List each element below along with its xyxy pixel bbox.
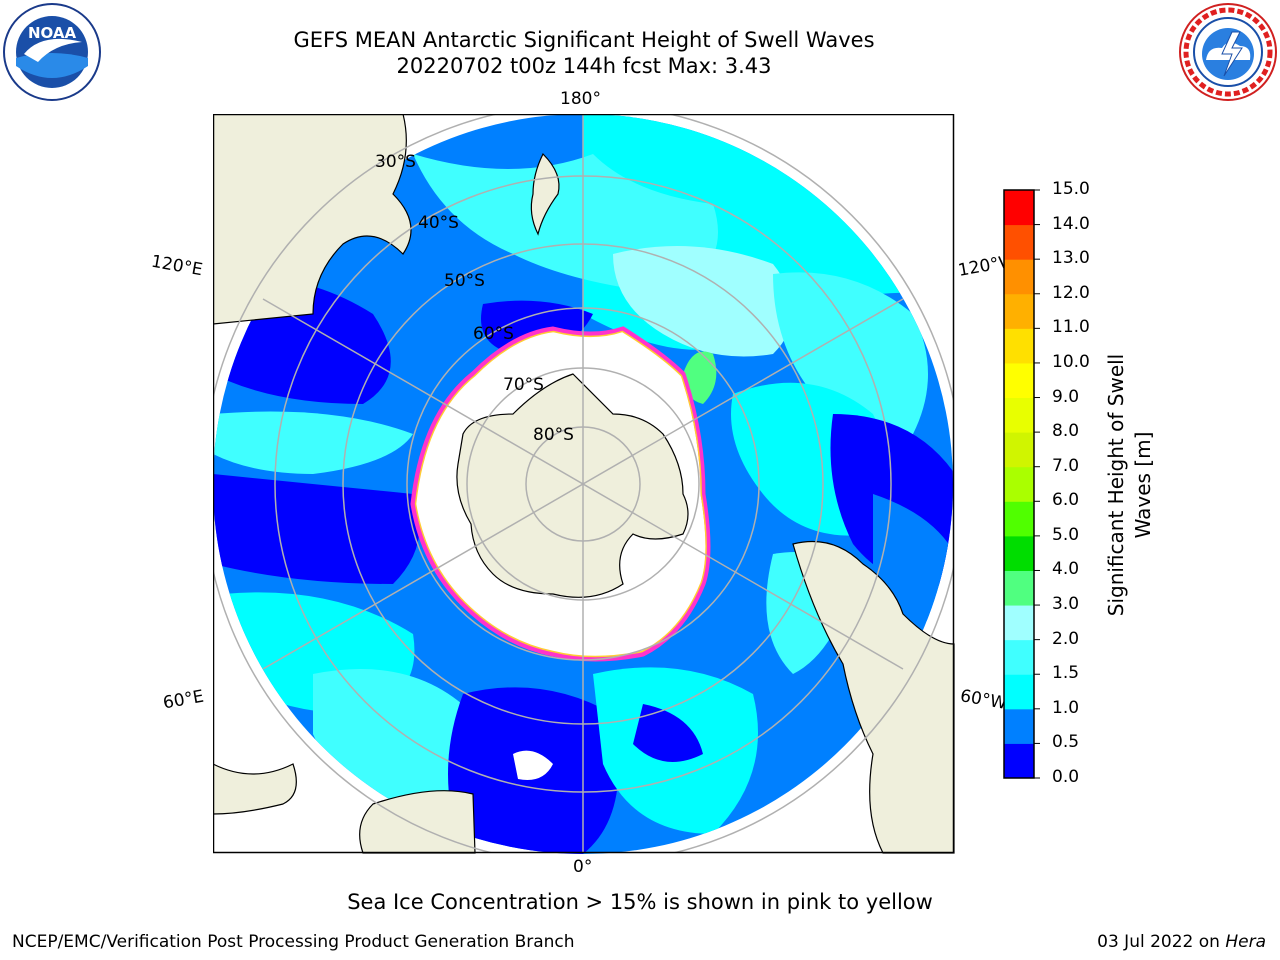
colorbar-bin [1004,743,1034,779]
landmasses [213,114,955,854]
colorbar-tick-label: 4.0 [1052,559,1080,580]
colorbar-tick-label: 0.0 [1052,767,1080,787]
lon-label-180: 180° [560,89,601,109]
footer-host: Hera [1225,932,1266,952]
colorbar-tick-label: 1.0 [1052,697,1080,718]
colorbar-label: Significant Height of Swell Waves [m] [1104,353,1155,617]
colorbar [1003,189,1040,779]
lat-label-60s: 60°S [473,324,514,344]
antarctica-landmass [456,373,689,598]
colorbar-bin [1004,293,1034,329]
colorbar-bin [1004,674,1034,710]
colorbar-bin [1004,570,1034,606]
lat-label-40s: 40°S [418,213,459,233]
colorbar-tick-label: 13.0 [1052,248,1090,269]
colorbar-tick-label: 8.0 [1052,421,1080,442]
chart-title: GEFS MEAN Antarctic Significant Height o… [293,28,875,52]
colorbar-bin [1004,535,1034,571]
lat-label-30s: 30°S [375,152,416,172]
footer-credit: NCEP/EMC/Verification Post Processing Pr… [12,932,575,952]
lon-label-120e: 120°E [149,251,205,281]
colorbar-tick-label: 7.0 [1052,455,1080,476]
colorbar-bin [1004,708,1034,744]
colorbar-bin [1004,397,1034,433]
svg-text:NOAA: NOAA [28,24,77,42]
nws-logo [1179,3,1277,101]
footer-date: 03 Jul 2022 on Hera [1097,932,1266,952]
colorbar-tick-label: 12.0 [1052,282,1090,303]
lon-label-0: 0° [573,857,593,877]
colorbar-bin [1004,224,1034,260]
colorbar-tick-label: 5.0 [1052,524,1080,545]
colorbar-bin [1004,328,1034,364]
lat-label-50s: 50°S [444,271,485,291]
colorbar-tick-label: 0.5 [1052,732,1080,753]
colorbar-bin [1004,362,1034,399]
colorbar-bin [1004,466,1034,502]
colorbar-bin [1004,259,1034,295]
polar-map [213,114,955,854]
colorbar-tick-label: 1.5 [1052,663,1080,684]
colorbar-tick-label: 10.0 [1052,351,1090,372]
colorbar-tick-label: 3.0 [1052,594,1080,615]
lon-label-60e: 60°E [161,686,206,714]
colorbar-tick-label: 14.0 [1052,213,1090,234]
colorbar-bin [1004,605,1034,641]
lat-label-80s: 80°S [533,425,574,445]
colorbar-frame [1003,189,1035,779]
colorbar-bin [1004,501,1034,537]
colorbar-tick-label: 15.0 [1052,179,1090,199]
sea-ice-caption: Sea Ice Concentration > 15% is shown in … [347,890,933,914]
colorbar-bin [1004,432,1034,468]
noaa-logo: NOAA [3,3,101,101]
colorbar-bin [1004,639,1034,675]
lat-label-70s: 70°S [503,375,544,395]
chart-subtitle: 20220702 t00z 144h fcst Max: 3.43 [396,54,772,78]
graticule [213,114,954,853]
colorbar-tick-label: 9.0 [1052,386,1080,407]
colorbar-tick-label: 2.0 [1052,628,1080,649]
colorbar-tick-label: 11.0 [1052,317,1090,338]
colorbar-bin [1004,190,1034,226]
colorbar-tick-label: 6.0 [1052,490,1080,511]
